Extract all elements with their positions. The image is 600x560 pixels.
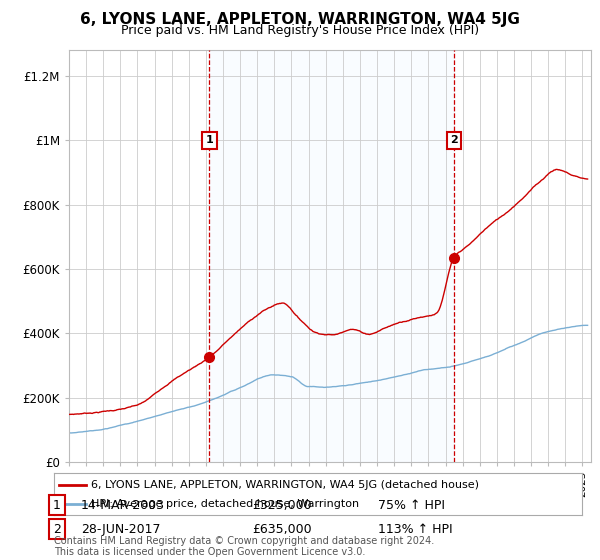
Text: 14-MAR-2003: 14-MAR-2003	[81, 498, 165, 512]
Text: 6, LYONS LANE, APPLETON, WARRINGTON, WA4 5JG (detached house): 6, LYONS LANE, APPLETON, WARRINGTON, WA4…	[91, 479, 479, 489]
Text: 1: 1	[206, 136, 213, 146]
Text: 113% ↑ HPI: 113% ↑ HPI	[378, 522, 452, 536]
Text: 1: 1	[53, 498, 61, 512]
Bar	[209, 50, 454, 462]
Text: 28-JUN-2017: 28-JUN-2017	[81, 522, 161, 536]
Text: 75% ↑ HPI: 75% ↑ HPI	[378, 498, 445, 512]
Text: 2: 2	[53, 522, 61, 536]
Text: HPI: Average price, detached house, Warrington: HPI: Average price, detached house, Warr…	[91, 499, 359, 509]
Text: £635,000: £635,000	[252, 522, 311, 536]
Text: Contains HM Land Registry data © Crown copyright and database right 2024.
This d: Contains HM Land Registry data © Crown c…	[54, 535, 434, 557]
Text: £325,000: £325,000	[252, 498, 311, 512]
Text: 6, LYONS LANE, APPLETON, WARRINGTON, WA4 5JG: 6, LYONS LANE, APPLETON, WARRINGTON, WA4…	[80, 12, 520, 27]
Text: 2: 2	[450, 136, 458, 146]
Text: Price paid vs. HM Land Registry's House Price Index (HPI): Price paid vs. HM Land Registry's House …	[121, 24, 479, 36]
